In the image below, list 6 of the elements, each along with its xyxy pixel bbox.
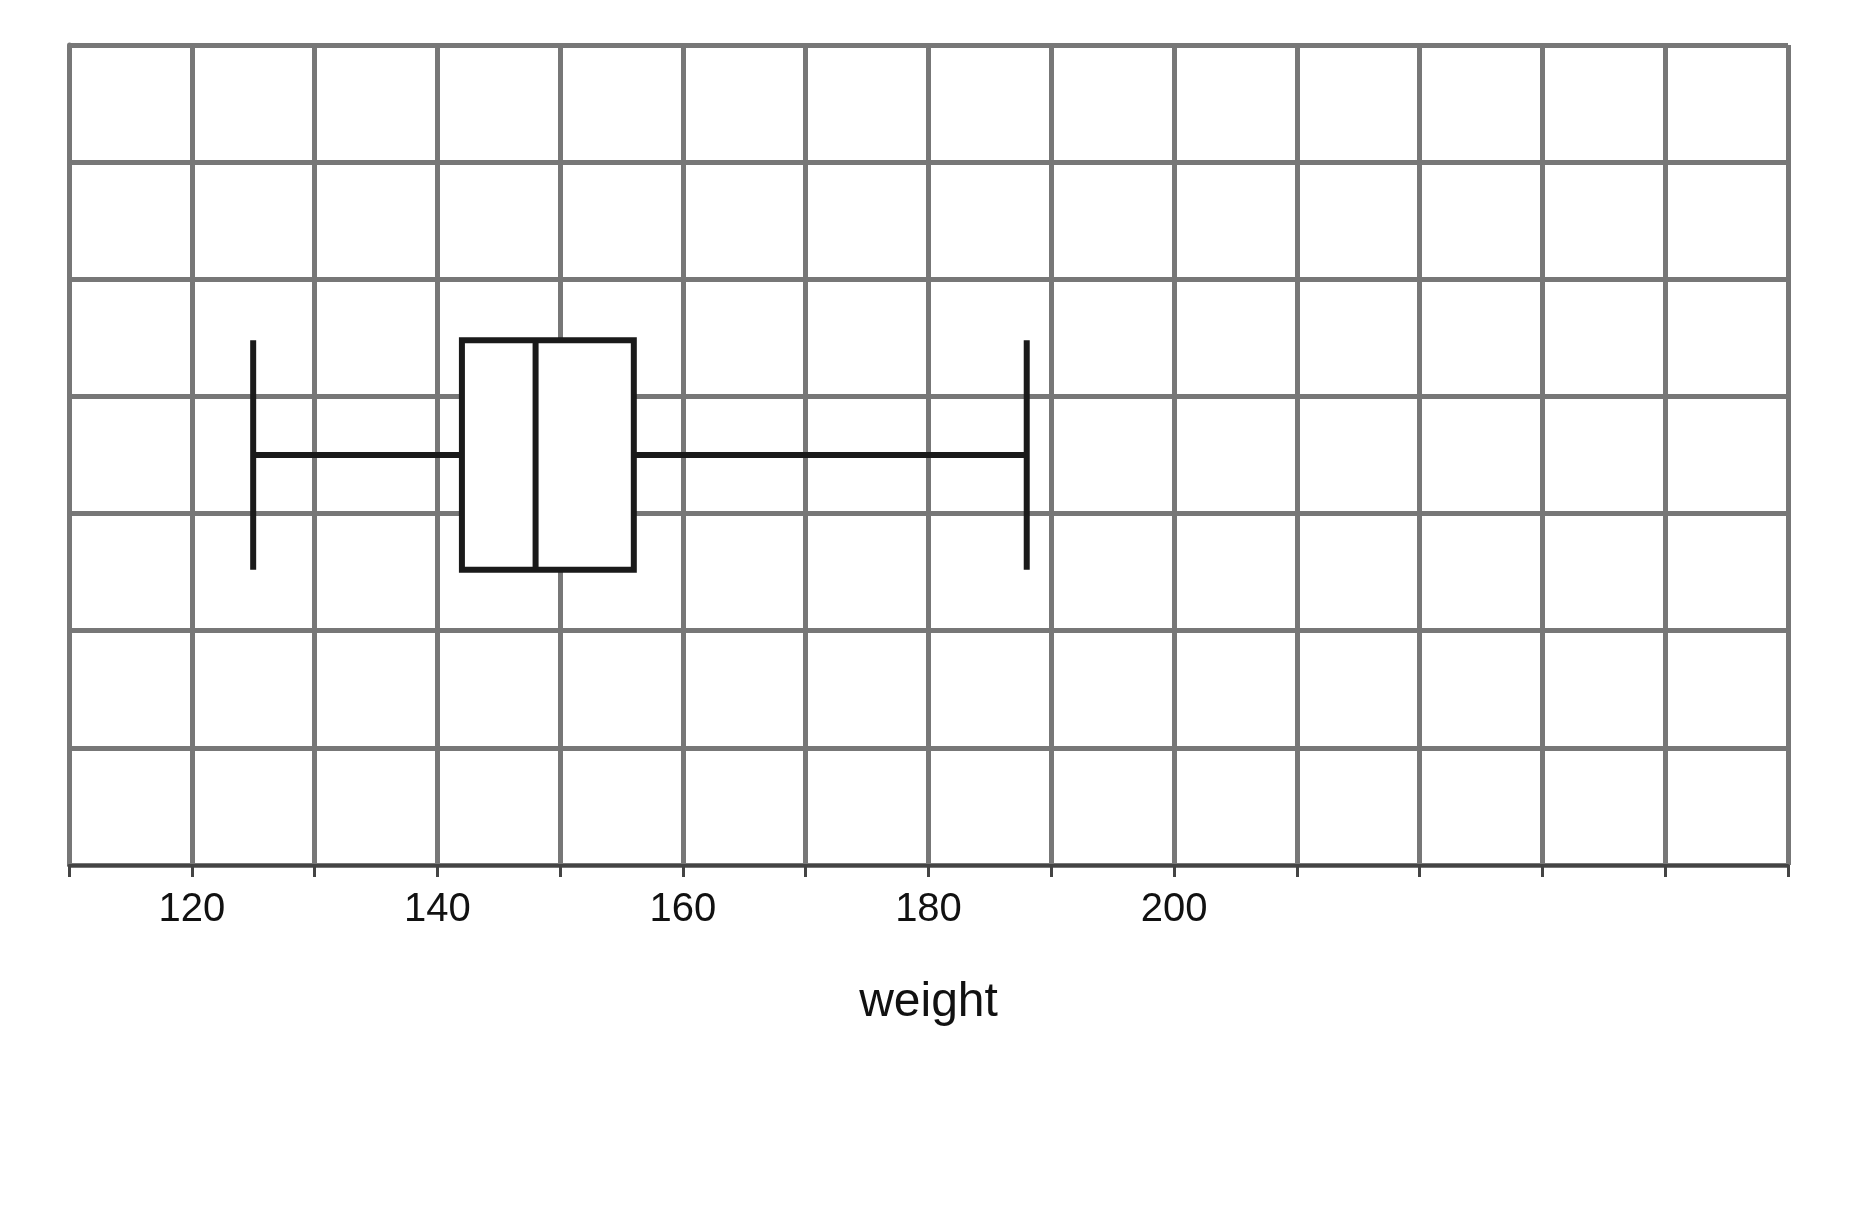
x-tick-label: 160 xyxy=(649,885,717,929)
x-tick-label: 140 xyxy=(403,885,471,929)
x-tick-label: 120 xyxy=(158,885,226,929)
x-tick-label: 180 xyxy=(895,885,962,929)
x-tick-label: 200 xyxy=(1140,885,1208,929)
x-axis-title: weight xyxy=(858,972,998,1026)
